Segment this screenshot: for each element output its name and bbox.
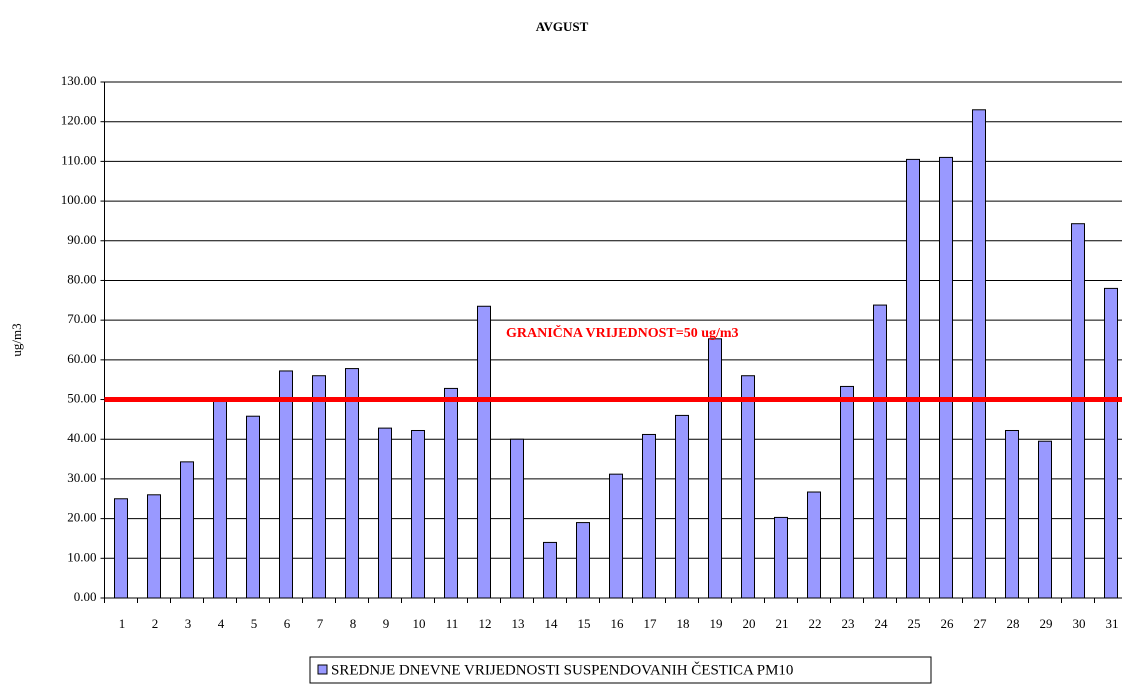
bar [675, 414, 689, 599]
x-tick-label: 5 [251, 616, 258, 631]
y-axis-label: ug/m3 [9, 323, 24, 356]
legend-swatch [317, 664, 328, 675]
x-tick-label: 25 [908, 616, 921, 631]
bar [642, 433, 656, 599]
x-tick-label: 21 [776, 616, 789, 631]
x-tick-label: 3 [185, 616, 192, 631]
bar [279, 370, 293, 599]
x-tick-label: 7 [317, 616, 324, 631]
y-tick-label: 100.00 [61, 192, 97, 207]
y-tick-label: 130.00 [61, 73, 97, 88]
x-tick-label: 15 [578, 616, 591, 631]
x-tick-label: 10 [413, 616, 426, 631]
threshold-label: GRANIČNA VRIJEDNOST=50 ug/m3 [506, 324, 739, 341]
x-tick-label: 29 [1040, 616, 1053, 631]
x-tick-label: 23 [842, 616, 855, 631]
x-tick-label: 1 [119, 616, 126, 631]
x-tick-label: 19 [710, 616, 723, 631]
bar [246, 415, 260, 599]
bar [807, 491, 821, 599]
y-tick-label: 120.00 [61, 113, 97, 128]
y-tick-label: 10.00 [67, 549, 96, 564]
x-tick-label: 12 [479, 616, 492, 631]
y-tick-label: 80.00 [67, 271, 96, 286]
bar [114, 498, 128, 599]
y-tick-label: 70.00 [67, 311, 96, 326]
y-tick-label: 30.00 [67, 470, 96, 485]
bar [873, 304, 887, 599]
legend-label: SREDNJE DNEVNE VRIJEDNOSTI SUSPENDOVANIH… [331, 661, 793, 678]
bar [543, 541, 557, 599]
bar [312, 375, 326, 599]
x-tick-label: 22 [809, 616, 822, 631]
x-tick-label: 13 [512, 616, 525, 631]
bar [972, 109, 986, 599]
bar [477, 305, 491, 599]
bar [345, 368, 359, 599]
x-tick-label: 20 [743, 616, 756, 631]
bar [774, 516, 788, 599]
y-tick-label: 0.00 [74, 589, 97, 604]
x-tick-label: 11 [446, 616, 459, 631]
bar [180, 461, 194, 599]
x-tick-label: 26 [941, 616, 955, 631]
x-tick-label: 9 [383, 616, 390, 631]
bar [378, 427, 392, 599]
x-tick-label: 17 [644, 616, 658, 631]
y-tick-label: 60.00 [67, 351, 96, 366]
x-tick-label: 30 [1073, 616, 1086, 631]
y-tick-label: 20.00 [67, 510, 96, 525]
chart-title: AVGUST [536, 19, 589, 34]
bar [906, 158, 920, 599]
bar [1038, 440, 1052, 599]
bar [708, 338, 722, 599]
x-tick-label: 6 [284, 616, 291, 631]
legend-box [309, 656, 932, 684]
y-tick-label: 40.00 [67, 430, 96, 445]
bar [213, 401, 227, 599]
x-tick-label: 14 [545, 616, 559, 631]
bar [1104, 287, 1118, 599]
bar [609, 473, 623, 599]
x-tick-label: 2 [152, 616, 159, 631]
x-tick-label: 24 [875, 616, 889, 631]
x-tick-label: 27 [974, 616, 988, 631]
bar [411, 429, 425, 599]
x-tick-label: 4 [218, 616, 225, 631]
bar [1005, 429, 1019, 599]
bar [147, 494, 161, 599]
x-tick-label: 18 [677, 616, 690, 631]
x-tick-label: 16 [611, 616, 625, 631]
bar [840, 385, 854, 599]
x-tick-label: 28 [1007, 616, 1020, 631]
bar [510, 438, 524, 599]
x-tick-label: 31 [1106, 616, 1119, 631]
x-tick-label: 8 [350, 616, 357, 631]
bar [1071, 223, 1085, 599]
bar [741, 375, 755, 599]
bar [576, 522, 590, 599]
y-tick-label: 90.00 [67, 232, 96, 247]
y-tick-label: 110.00 [61, 152, 96, 167]
bar [444, 387, 458, 599]
y-tick-label: 50.00 [67, 391, 96, 406]
bar [939, 156, 953, 599]
